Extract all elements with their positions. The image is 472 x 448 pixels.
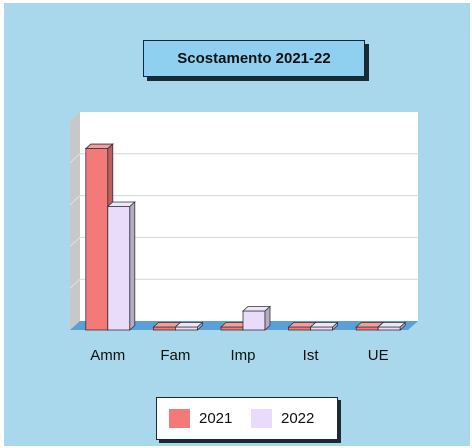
bar-fam-2022 <box>174 326 198 331</box>
bar-imp-2021 <box>220 326 244 331</box>
chart-title: Scostamento 2021-22 <box>143 40 365 77</box>
chart-title-text: Scostamento 2021-22 <box>177 50 331 67</box>
bar-side-imp-2022 <box>264 305 271 331</box>
x-tick-label: Fam <box>160 347 190 364</box>
bar-side-fam-2022 <box>196 321 203 331</box>
bar-imp-2022 <box>242 310 266 331</box>
bar-amm-2022 <box>107 206 131 331</box>
legend: 2021 2022 <box>156 397 338 440</box>
bar-side-ue-2022 <box>399 321 406 331</box>
bar-chart: Amm Fam Imp Ist UE <box>69 112 418 364</box>
legend-label-2022: 2022 <box>281 410 315 427</box>
bar-fam-2021 <box>152 326 176 331</box>
gridline-side <box>69 237 81 247</box>
gridline-side <box>69 153 81 164</box>
legend-swatch-2022 <box>251 409 272 428</box>
x-tick-label: Amm <box>90 347 125 364</box>
bar-amm-2021 <box>85 148 109 331</box>
legend-swatch-2021 <box>169 409 190 428</box>
bar-side-amm-2022 <box>129 201 136 331</box>
bar-side-ist-2022 <box>332 321 339 331</box>
chart-area: Scostamento 2021-22 Amm Fam Imp Ist UE 2021 … <box>4 3 470 446</box>
gridline-side <box>69 195 81 205</box>
legend-label-2021: 2021 <box>199 410 233 427</box>
x-tick-label: Ist <box>303 347 320 364</box>
bar-ist-2021 <box>288 326 312 331</box>
plot-side-wall <box>70 112 80 330</box>
bar-ue-2022 <box>377 326 401 331</box>
gridline-side <box>69 278 81 289</box>
x-tick-label: Imp <box>230 347 255 364</box>
x-tick-label: UE <box>368 347 389 364</box>
plot-back-wall <box>80 112 418 321</box>
bar-ue-2021 <box>355 326 379 331</box>
bar-ist-2022 <box>310 326 334 331</box>
